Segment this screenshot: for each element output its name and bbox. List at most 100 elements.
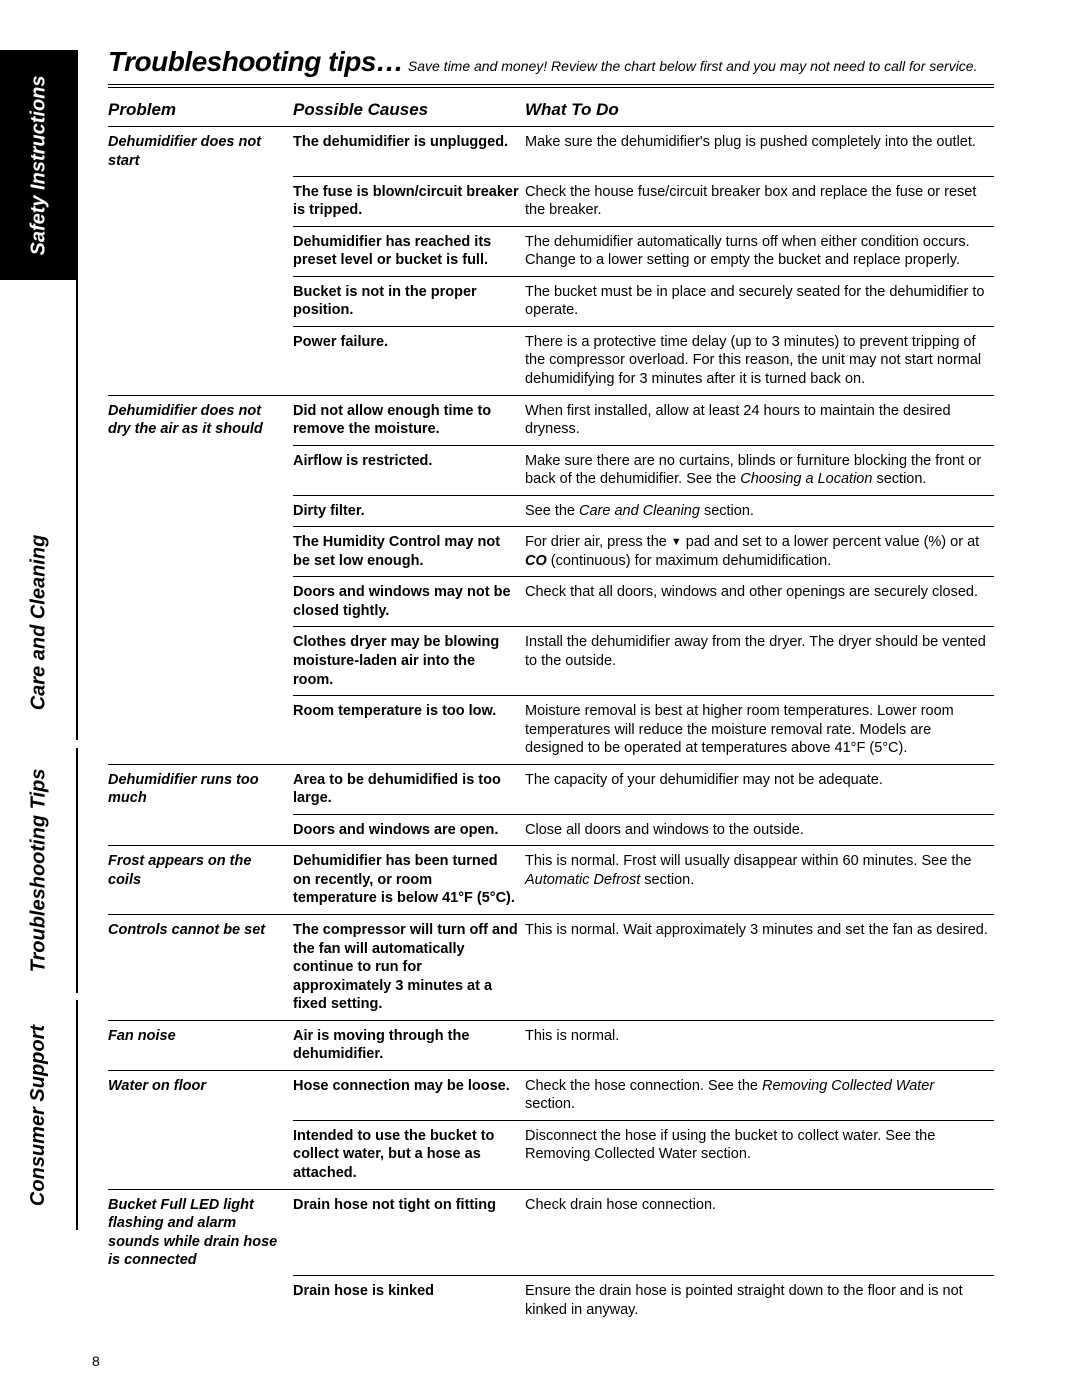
cell-problem (108, 226, 293, 276)
sidebar-tab-label: Consumer Support (28, 1024, 51, 1205)
table-row: Power failure.There is a protective time… (108, 326, 994, 395)
col-header-problem: Problem (108, 94, 293, 127)
col-header-action: What To Do (525, 94, 994, 127)
problem-label: Frost appears on the coils (108, 853, 251, 888)
cell-action: Make sure there are no curtains, blinds … (525, 445, 994, 495)
cell-problem: Dehumidifier does not dry the air as it … (108, 395, 293, 445)
problem-label: Water on floor (108, 1078, 206, 1094)
cell-cause: Area to be dehumidified is too large. (293, 764, 525, 814)
sidebar-tab: Consumer Support (0, 1000, 78, 1230)
problem-label: Controls cannot be set (108, 922, 265, 938)
sidebar-tab-label: Care and Cleaning (28, 535, 51, 711)
table-row: Doors and windows may not be closed tigh… (108, 577, 994, 627)
cell-action: Make sure the dehumidifier's plug is pus… (525, 127, 994, 177)
cell-action: Moisture removal is best at higher room … (525, 696, 994, 765)
cell-cause: Dehumidifier has been turned on recently… (293, 846, 525, 915)
problem-label: Fan noise (108, 1028, 176, 1044)
cell-problem (108, 814, 293, 846)
cell-cause: Bucket is not in the proper position. (293, 276, 525, 326)
problem-label: Dehumidifier does not dry the air as it … (108, 403, 263, 438)
cell-action: Check the hose connection. See the Remov… (525, 1070, 994, 1120)
cell-problem: Water on floor (108, 1070, 293, 1120)
page-subtitle: Save time and money! Review the chart be… (408, 58, 978, 74)
table-row: Fan noise Air is moving through the dehum… (108, 1020, 994, 1070)
cell-problem (108, 176, 293, 226)
cell-cause: Doors and windows may not be closed tigh… (293, 577, 525, 627)
cell-cause: Power failure. (293, 326, 525, 395)
cell-action: Check drain hose connection. (525, 1189, 994, 1276)
table-row: Dirty filter.See the Care and Cleaning s… (108, 495, 994, 527)
col-header-cause: Possible Causes (293, 94, 525, 127)
cell-cause: Doors and windows are open. (293, 814, 525, 846)
cell-action: For drier air, press the ▼ pad and set t… (525, 527, 994, 577)
sidebar-divider (76, 748, 78, 993)
cell-cause: The dehumidifier is unplugged. (293, 127, 525, 177)
cell-action: Close all doors and windows to the outsi… (525, 814, 994, 846)
cell-problem (108, 445, 293, 495)
cell-problem (108, 495, 293, 527)
cell-problem: Dehumidifier runs too much (108, 764, 293, 814)
table-row: Frost appears on the coils Dehumidifier h… (108, 846, 994, 915)
cell-problem: Controls cannot be set (108, 915, 293, 1021)
troubleshooting-table: Problem Possible Causes What To Do Dehum… (108, 94, 994, 1325)
cell-cause: Intended to use the bucket to collect wa… (293, 1120, 525, 1189)
table-row: The Humidity Control may not be set low … (108, 527, 994, 577)
cell-problem: Bucket Full LED light flashing and alarm… (108, 1189, 293, 1276)
cell-cause: Hose connection may be loose. (293, 1070, 525, 1120)
cell-problem (108, 326, 293, 395)
cell-action: When first installed, allow at least 24 … (525, 395, 994, 445)
table-row: Dehumidifier has reached its preset leve… (108, 226, 994, 276)
table-row: Dehumidifier runs too much Area to be deh… (108, 764, 994, 814)
cell-cause: The Humidity Control may not be set low … (293, 527, 525, 577)
sidebar-divider (76, 1000, 78, 1230)
main-content: Troubleshooting tips… Save time and mone… (108, 46, 994, 1325)
cell-action: See the Care and Cleaning section. (525, 495, 994, 527)
cell-problem (108, 1120, 293, 1189)
cell-problem: Frost appears on the coils (108, 846, 293, 915)
cell-problem (108, 696, 293, 765)
cell-cause: Airflow is restricted. (293, 445, 525, 495)
cell-cause: Dirty filter. (293, 495, 525, 527)
sidebar-tab-label: Troubleshooting Tips (28, 769, 51, 973)
table-row: Dehumidifier does not dry the air as it … (108, 395, 994, 445)
cell-cause: The fuse is blown/circuit breaker is tri… (293, 176, 525, 226)
cell-problem: Dehumidifier does not start (108, 127, 293, 177)
table-row: Bucket is not in the proper position.The… (108, 276, 994, 326)
cell-problem (108, 627, 293, 696)
table-row: Water on floor Hose connection may be loo… (108, 1070, 994, 1120)
cell-problem (108, 577, 293, 627)
table-row: The fuse is blown/circuit breaker is tri… (108, 176, 994, 226)
table-row: Airflow is restricted.Make sure there ar… (108, 445, 994, 495)
page-title: Troubleshooting tips… (108, 46, 403, 77)
cell-problem (108, 527, 293, 577)
cell-action: The bucket must be in place and securely… (525, 276, 994, 326)
cell-cause: Did not allow enough time to remove the … (293, 395, 525, 445)
cell-action: This is normal. (525, 1020, 994, 1070)
sidebar-tab: Safety Instructions (0, 50, 78, 280)
cell-action: Ensure the drain hose is pointed straigh… (525, 1276, 994, 1326)
problem-label: Bucket Full LED light flashing and alarm… (108, 1197, 277, 1269)
table-row: Bucket Full LED light flashing and alarm… (108, 1189, 994, 1276)
cell-problem (108, 1276, 293, 1326)
table-row: Intended to use the bucket to collect wa… (108, 1120, 994, 1189)
table-row: Doors and windows are open.Close all doo… (108, 814, 994, 846)
cell-cause: Clothes dryer may be blowing moisture-la… (293, 627, 525, 696)
cell-cause: Air is moving through the dehumidifier. (293, 1020, 525, 1070)
sidebar-tab-label: Safety Instructions (28, 75, 51, 255)
cell-problem: Fan noise (108, 1020, 293, 1070)
cell-cause: Room temperature is too low. (293, 696, 525, 765)
cell-action: This is normal. Frost will usually disap… (525, 846, 994, 915)
cell-cause: Drain hose not tight on fitting (293, 1189, 525, 1276)
table-row: Clothes dryer may be blowing moisture-la… (108, 627, 994, 696)
problem-label: Dehumidifier does not start (108, 134, 261, 169)
cell-problem (108, 276, 293, 326)
table-row: Controls cannot be setThe compressor wil… (108, 915, 994, 1021)
table-row: Drain hose is kinkedEnsure the drain hos… (108, 1276, 994, 1326)
problem-label: Dehumidifier runs too much (108, 772, 259, 807)
table-row: Dehumidifier does not start The dehumidif… (108, 127, 994, 177)
cell-cause: Drain hose is kinked (293, 1276, 525, 1326)
cell-action: Install the dehumidifier away from the d… (525, 627, 994, 696)
cell-action: There is a protective time delay (up to … (525, 326, 994, 395)
table-row: Room temperature is too low.Moisture rem… (108, 696, 994, 765)
sidebar: Safety Instructions Care and Cleaning Trou… (0, 0, 78, 1397)
